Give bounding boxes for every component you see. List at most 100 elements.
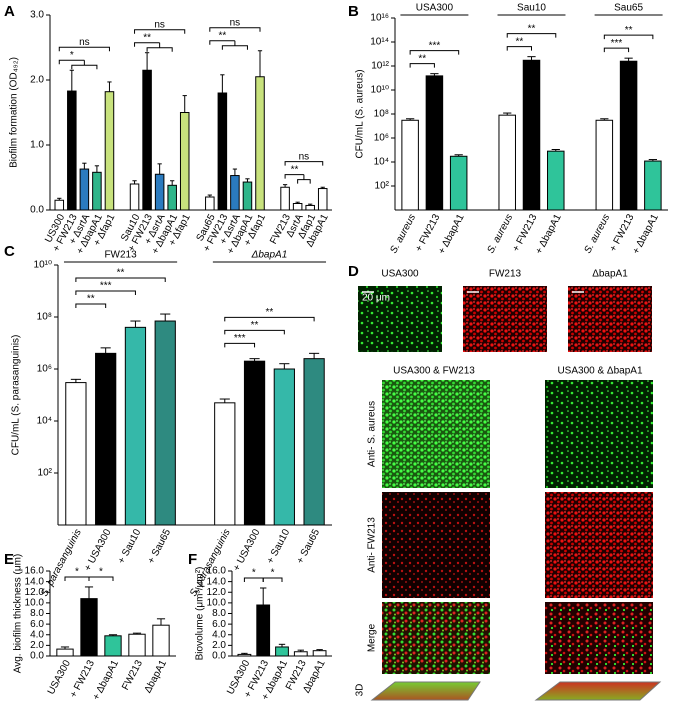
- image-title: ΔbapA1: [592, 269, 628, 280]
- group-label: FW213: [104, 250, 137, 261]
- bar: [242, 181, 253, 211]
- y-tick-label: 10¹⁰: [371, 85, 389, 96]
- bar: [128, 633, 146, 657]
- bar: [154, 320, 176, 526]
- y-tick-label: 10⁸: [37, 312, 52, 323]
- bracket: [262, 577, 283, 582]
- bracket: [224, 329, 285, 335]
- bar: [425, 75, 444, 211]
- bar: [154, 173, 165, 211]
- bracket: [409, 50, 460, 55]
- render-3d: [370, 681, 481, 701]
- y-tick-label: 10.0: [25, 598, 45, 609]
- panel-letter: C: [4, 243, 15, 260]
- y-tick-label: 6.0: [212, 619, 226, 630]
- section-title: USA300 & ΔbapA1: [557, 366, 643, 377]
- y-tick-label: 2.0: [30, 75, 44, 86]
- significance: *: [271, 568, 275, 579]
- bar: [280, 186, 290, 211]
- row-label: 3D: [355, 684, 366, 697]
- significance: **: [218, 30, 226, 41]
- row-label: Merge: [367, 623, 378, 652]
- significance: *: [70, 50, 74, 61]
- micrograph: [463, 286, 547, 352]
- bar: [54, 199, 65, 211]
- significance: **: [117, 268, 125, 279]
- significance: ns: [299, 151, 310, 162]
- y-tick-label: 10²: [38, 468, 53, 479]
- bar: [293, 651, 308, 657]
- significance: **: [418, 53, 426, 64]
- bar: [205, 196, 215, 211]
- scale-bar-label: 20 μm: [362, 293, 390, 304]
- y-tick-label: 0.0: [212, 651, 226, 662]
- bracket: [221, 40, 248, 50]
- y-tick-label: 0.0: [30, 651, 44, 662]
- bar: [255, 76, 265, 211]
- significance: **: [528, 23, 536, 34]
- section-title: USA300 & FW213: [393, 366, 475, 377]
- bar: [80, 598, 98, 657]
- bar: [129, 183, 140, 211]
- micrograph: [382, 380, 490, 488]
- render-3d: [534, 681, 662, 701]
- bar: [79, 168, 90, 211]
- significance: ***: [611, 38, 623, 49]
- bracket: [134, 29, 186, 34]
- significance: *: [75, 567, 79, 578]
- x-tick-label: + USA300: [231, 527, 262, 573]
- bracket: [297, 174, 311, 184]
- bar: [67, 90, 77, 211]
- bar: [152, 624, 170, 657]
- bar: [217, 92, 228, 211]
- bar: [256, 604, 271, 657]
- bar: [522, 59, 541, 211]
- significance: **: [291, 164, 299, 175]
- y-tick-label: 8.0: [30, 608, 44, 619]
- group-label: Sau10: [517, 3, 546, 14]
- bar: [167, 184, 177, 211]
- bar: [292, 203, 303, 211]
- significance: **: [266, 307, 274, 318]
- y-tick-label: 12.0: [207, 587, 227, 598]
- bracket: [209, 27, 261, 32]
- y-tick-label: 14.0: [25, 576, 45, 587]
- bar: [312, 650, 327, 657]
- bar: [95, 352, 117, 526]
- bracket: [88, 576, 114, 581]
- bracket: [224, 316, 315, 322]
- group-label: ΔbapA1: [251, 250, 288, 261]
- panel-letter: D: [348, 263, 359, 280]
- significance: **: [515, 36, 523, 47]
- bracket: [506, 46, 532, 51]
- y-tick-label: 10.0: [207, 598, 227, 609]
- bracket: [75, 277, 166, 283]
- y-tick-label: 16.0: [25, 566, 45, 577]
- bracket: [603, 47, 630, 53]
- bar: [104, 635, 122, 657]
- bar: [305, 204, 315, 211]
- image-title: FW213: [489, 269, 522, 280]
- bar: [104, 91, 115, 211]
- panel-letter: F: [188, 551, 197, 568]
- micrograph: [545, 602, 653, 674]
- y-tick-label: 12.0: [25, 587, 45, 598]
- y-tick-label: 10⁴: [374, 157, 389, 168]
- y-tick-label: 0.0: [30, 205, 44, 216]
- bracket: [209, 40, 235, 45]
- bracket: [284, 161, 324, 166]
- micrograph: [382, 602, 490, 674]
- y-tick-label: 10¹²: [371, 61, 389, 72]
- bar: [401, 119, 419, 211]
- bar: [303, 358, 325, 526]
- bar: [595, 119, 614, 211]
- bracket: [409, 63, 435, 68]
- bar: [230, 175, 240, 211]
- row-label: Anti- FW213: [367, 517, 378, 573]
- bracket: [224, 342, 256, 348]
- bar: [243, 360, 266, 526]
- bracket: [75, 290, 136, 296]
- y-tick-label: 2.0: [212, 640, 226, 651]
- y-tick-label: 8.0: [212, 608, 226, 619]
